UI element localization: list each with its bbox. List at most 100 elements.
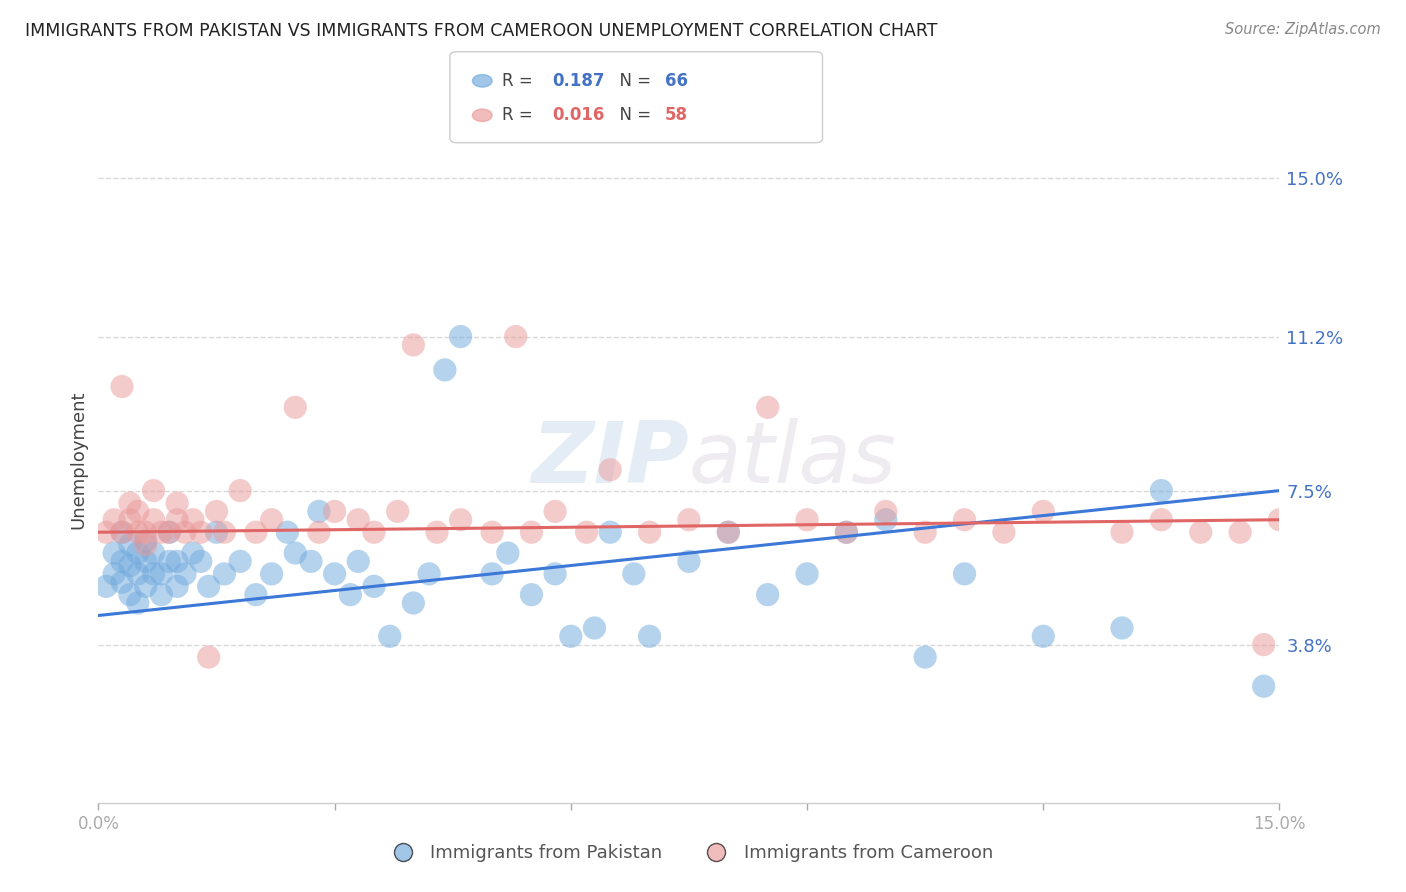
Point: [118, 538, 141, 552]
Point: [756, 401, 779, 415]
Point: [953, 566, 976, 581]
Point: [96, 579, 118, 593]
Point: [150, 588, 173, 602]
Text: Source: ZipAtlas.com: Source: ZipAtlas.com: [1225, 22, 1381, 37]
Point: [796, 513, 818, 527]
Point: [1253, 679, 1275, 693]
Point: [260, 513, 283, 527]
Point: [717, 525, 740, 540]
Point: [127, 504, 149, 518]
Point: [953, 513, 976, 527]
Point: [142, 566, 165, 581]
Point: [229, 483, 252, 498]
Point: [363, 525, 385, 540]
Point: [560, 629, 582, 643]
Point: [599, 463, 621, 477]
Point: [118, 496, 141, 510]
Point: [111, 575, 134, 590]
Point: [1253, 638, 1275, 652]
Point: [914, 525, 936, 540]
Point: [197, 579, 219, 593]
Point: [166, 496, 188, 510]
Point: [197, 650, 219, 665]
Point: [111, 554, 134, 568]
Point: [135, 525, 157, 540]
Text: R =: R =: [502, 106, 538, 124]
Point: [135, 554, 157, 568]
Point: [157, 525, 180, 540]
Text: IMMIGRANTS FROM PAKISTAN VS IMMIGRANTS FROM CAMEROON UNEMPLOYMENT CORRELATION CH: IMMIGRANTS FROM PAKISTAN VS IMMIGRANTS F…: [25, 22, 938, 40]
Point: [142, 513, 165, 527]
Point: [1150, 483, 1173, 498]
Point: [1032, 629, 1054, 643]
Point: [260, 566, 283, 581]
Point: [323, 504, 346, 518]
Point: [127, 596, 149, 610]
Point: [181, 513, 204, 527]
Point: [308, 525, 330, 540]
Point: [875, 504, 897, 518]
Point: [347, 554, 370, 568]
Point: [166, 579, 188, 593]
Point: [276, 525, 298, 540]
Point: [505, 329, 527, 343]
Point: [520, 525, 543, 540]
Point: [166, 554, 188, 568]
Point: [284, 546, 307, 560]
Point: [387, 504, 409, 518]
Point: [150, 525, 173, 540]
Point: [481, 566, 503, 581]
Point: [418, 566, 440, 581]
Point: [1189, 525, 1212, 540]
Text: 66: 66: [665, 72, 688, 90]
Text: N =: N =: [609, 72, 657, 90]
Point: [245, 588, 267, 602]
Point: [599, 525, 621, 540]
Point: [127, 525, 149, 540]
Text: 0.187: 0.187: [553, 72, 605, 90]
Point: [229, 554, 252, 568]
Point: [245, 525, 267, 540]
Text: atlas: atlas: [689, 417, 897, 501]
Point: [638, 629, 661, 643]
Point: [1268, 513, 1291, 527]
Text: 58: 58: [665, 106, 688, 124]
Point: [339, 588, 361, 602]
Point: [402, 596, 425, 610]
Point: [363, 579, 385, 593]
Point: [450, 329, 472, 343]
Point: [111, 379, 134, 393]
Point: [717, 525, 740, 540]
Text: ZIP: ZIP: [531, 417, 689, 501]
Point: [150, 566, 173, 581]
Point: [190, 554, 212, 568]
Point: [623, 566, 645, 581]
Point: [166, 513, 188, 527]
Point: [135, 579, 157, 593]
Point: [402, 338, 425, 352]
Point: [214, 525, 236, 540]
Point: [323, 566, 346, 581]
Point: [835, 525, 858, 540]
Point: [496, 546, 519, 560]
Point: [638, 525, 661, 540]
Point: [103, 513, 125, 527]
Point: [103, 546, 125, 560]
Point: [347, 513, 370, 527]
Point: [299, 554, 322, 568]
Point: [426, 525, 449, 540]
Point: [96, 525, 118, 540]
Text: R =: R =: [502, 72, 538, 90]
Point: [583, 621, 606, 635]
Point: [914, 650, 936, 665]
Point: [174, 525, 197, 540]
Point: [433, 363, 456, 377]
Point: [875, 513, 897, 527]
Point: [796, 566, 818, 581]
Point: [835, 525, 858, 540]
Point: [284, 401, 307, 415]
Point: [118, 513, 141, 527]
Point: [103, 566, 125, 581]
Point: [174, 566, 197, 581]
Point: [205, 504, 228, 518]
